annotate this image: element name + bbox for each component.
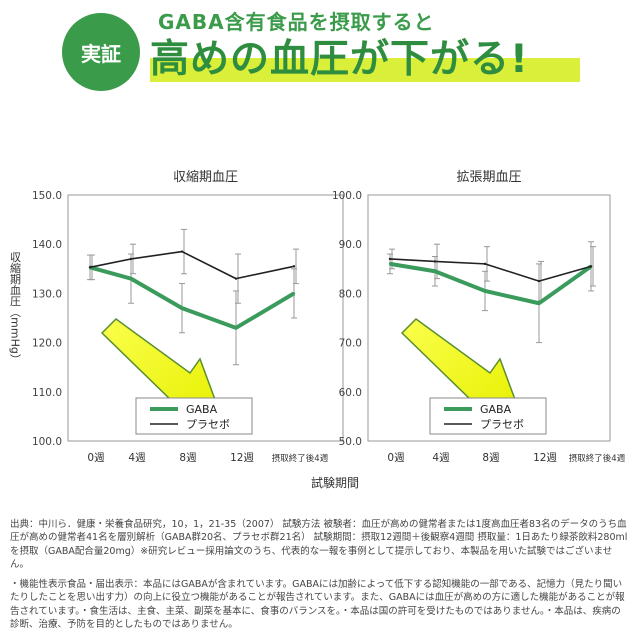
highlight-band xyxy=(150,58,580,82)
data-point xyxy=(589,265,593,268)
x-tick-label: 摂取終了後4週 xyxy=(569,453,626,464)
data-point xyxy=(433,270,437,273)
chart-title: 収縮期血圧 xyxy=(173,169,238,185)
data-point xyxy=(292,292,296,295)
plot-frame xyxy=(67,194,344,442)
data-point xyxy=(129,257,133,261)
legend xyxy=(135,397,253,435)
data-point xyxy=(88,266,92,269)
x-tick-label: 8週 xyxy=(482,452,500,464)
series-line-gaba xyxy=(89,265,296,330)
legend-label: GABA xyxy=(186,403,218,416)
data-point xyxy=(388,257,392,261)
x-tick-label: 4週 xyxy=(432,452,450,464)
x-axis-label: 試験期間 xyxy=(311,475,359,490)
footnotes: 出典：中川ら．健康・栄養食品研究，10，1，21-35（2007） 試験方法 被… xyxy=(10,518,630,638)
x-tick-label: 0週 xyxy=(387,452,405,464)
data-point xyxy=(234,277,238,280)
y-tick-label: 80.0 xyxy=(339,288,362,300)
y-tick-label: 120.0 xyxy=(32,338,62,350)
y-tick-label: 140.0 xyxy=(32,239,62,251)
x-tick-label: 8週 xyxy=(179,452,197,464)
diastolic-chart: 拡張期血圧 50.0 60.0 70.0 80.0 90.0 100.0 0週 4週 8週 12週 摂… xyxy=(332,170,626,464)
data-point xyxy=(388,262,392,266)
y-tick-label: 100.0 xyxy=(332,190,362,202)
data-point xyxy=(180,306,184,310)
data-point xyxy=(292,265,296,268)
x-tick-label: 摂取終了後4週 xyxy=(272,453,329,464)
source-note: 出典：中川ら．健康・栄養食品研究，10，1，21-35（2007） 試験方法 被… xyxy=(10,519,628,571)
y-tick-label: 130.0 xyxy=(32,288,62,300)
x-tick-label: 4週 xyxy=(128,452,146,464)
y-tick-label: 60.0 xyxy=(339,387,362,399)
legend-label: プラセボ xyxy=(480,418,524,431)
functional-claim-notice: ・機能性表示食品・届出表示：本品にはGABAが含まれています。GABAには加齢に… xyxy=(10,578,625,631)
y-tick-label: 70.0 xyxy=(339,338,362,350)
blood-pressure-charts: 収縮期血圧 100.0 110.0 120.0 130.0 140.0 150.0 0週 4週 8… xyxy=(9,169,626,490)
systolic-chart: 収縮期血圧 100.0 110.0 120.0 130.0 140.0 150.0 0週 4週 8… xyxy=(9,169,344,464)
header: 実証 GABA含有食品を摂取すると 高めの血圧が下がる! xyxy=(0,0,640,100)
x-tick-label: 0週 xyxy=(87,452,105,464)
y-tick-label: 50.0 xyxy=(339,436,362,448)
y-axis-label: 収縮期血圧（mmHg） xyxy=(9,251,22,365)
y-tick-label: 100.0 xyxy=(32,436,62,448)
data-point xyxy=(180,250,184,253)
legend-label: プラセボ xyxy=(186,418,230,431)
headline-title: 高めの血圧が下がる! xyxy=(150,37,529,82)
y-tick-label: 110.0 xyxy=(32,387,62,399)
x-tick-label: 12週 xyxy=(533,452,557,464)
y-tick-label: 150.0 xyxy=(32,190,62,202)
y-tick-label: 90.0 xyxy=(339,239,362,251)
series-line-gaba xyxy=(389,261,593,306)
data-point xyxy=(537,279,541,283)
data-point xyxy=(483,289,487,293)
legend-label: GABA xyxy=(480,403,512,416)
legend xyxy=(429,397,547,435)
data-point xyxy=(483,262,487,266)
data-point xyxy=(234,326,238,330)
chart-title: 拡張期血圧 xyxy=(456,170,521,185)
x-tick-label: 12週 xyxy=(230,452,254,464)
data-point xyxy=(537,302,541,305)
plot-frame xyxy=(367,194,611,442)
data-point xyxy=(129,277,133,280)
headline-subtitle: GABA含有食品を摂取すると xyxy=(158,10,435,34)
verified-badge: 実証 xyxy=(62,13,140,91)
data-point xyxy=(433,260,437,263)
